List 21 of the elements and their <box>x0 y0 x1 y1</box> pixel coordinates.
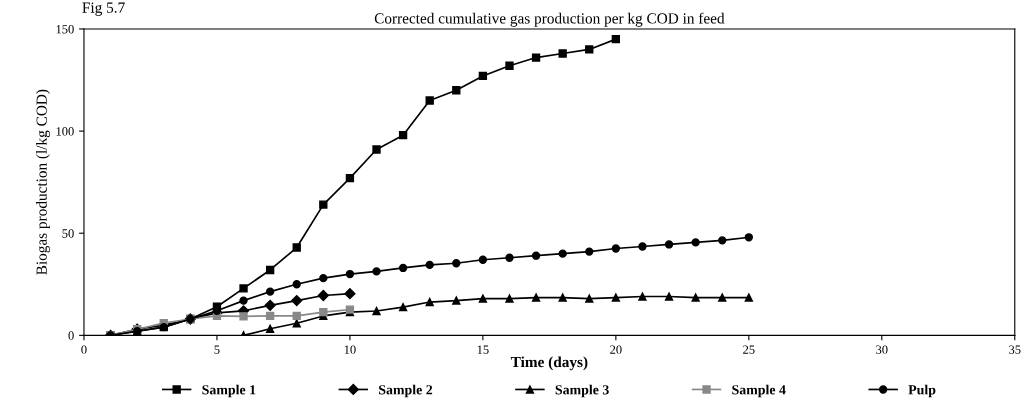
x-tick-label: 25 <box>743 345 755 354</box>
x-axis-title: Time (days) <box>510 356 588 371</box>
x-tick-label: 0 <box>81 345 87 354</box>
legend-label: Sample 2 <box>379 384 433 398</box>
x-tick-label: 35 <box>1009 345 1021 354</box>
y-tick-label: 150 <box>56 25 74 34</box>
caption: Fig 5.7 <box>82 2 125 16</box>
y-tick-label: 100 <box>56 127 74 136</box>
x-tick-label: 30 <box>876 345 888 354</box>
x-tick-label: 5 <box>214 345 220 354</box>
legend-label: Pulp <box>908 384 936 398</box>
legend-label: Sample 1 <box>202 384 256 398</box>
x-tick-label: 10 <box>344 345 356 354</box>
chart-title: Corrected cumulative gas production per kg COD in feed <box>374 12 725 27</box>
x-tick-label: 15 <box>477 345 489 354</box>
legend-label: Sample 3 <box>555 384 609 398</box>
y-tick-label: 50 <box>62 229 74 238</box>
x-tick-label: 20 <box>610 345 622 354</box>
y-tick-label: 0 <box>68 331 74 340</box>
legend-label: Sample 4 <box>732 384 786 398</box>
y-axis-title: Biogas production (l/kg COD) <box>36 89 50 275</box>
